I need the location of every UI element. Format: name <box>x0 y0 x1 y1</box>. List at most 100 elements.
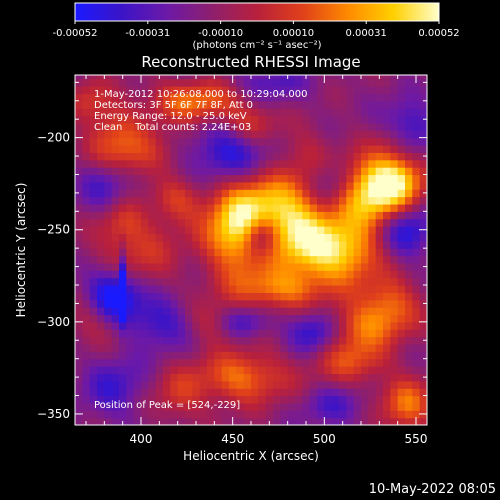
heatmap-cell <box>111 395 120 404</box>
heatmap-cell <box>199 115 208 124</box>
heatmap-cell <box>383 174 391 183</box>
heatmap-cell <box>368 86 377 95</box>
heatmap-cell <box>419 240 427 249</box>
heatmap-cell <box>258 358 267 367</box>
heatmap-cell <box>177 358 186 367</box>
heatmap-cell <box>258 321 267 330</box>
heatmap-cell <box>265 159 274 168</box>
heatmap-cell <box>383 196 391 205</box>
heatmap-cell <box>375 78 384 87</box>
heatmap-cell <box>163 152 171 161</box>
heatmap-cell <box>207 93 215 102</box>
heatmap-cell <box>383 115 391 124</box>
heatmap-cell <box>75 159 83 168</box>
heatmap-cell <box>243 211 252 220</box>
heatmap-cell <box>126 321 135 330</box>
heatmap-cell <box>163 122 171 131</box>
heatmap-cell <box>368 248 377 257</box>
heatmap-cell <box>397 277 406 286</box>
heatmap-cell <box>192 285 201 293</box>
x-tick-label: 550 <box>405 432 428 446</box>
heatmap-cell <box>207 218 215 227</box>
heatmap-cell <box>155 100 164 109</box>
heatmap-cell <box>221 78 230 87</box>
heatmap-cell <box>368 351 377 360</box>
heatmap-cell <box>177 78 186 87</box>
heatmap-cell <box>119 100 127 109</box>
heatmap-cell <box>390 226 399 235</box>
heatmap-cell <box>199 218 208 227</box>
heatmap-cell <box>185 292 193 301</box>
heatmap-cell <box>412 395 421 404</box>
heatmap-cell <box>302 402 311 411</box>
heatmap-cell <box>397 402 406 411</box>
heatmap-cell <box>104 226 113 235</box>
heatmap-cell <box>155 255 164 264</box>
heatmap-cell <box>324 75 333 80</box>
heatmap-cell <box>287 248 296 257</box>
heatmap-cell <box>302 366 311 375</box>
heatmap-cell <box>207 388 215 397</box>
colorbar-tick-label: -0.00031 <box>125 28 170 39</box>
heatmap-cell <box>229 115 237 124</box>
heatmap-cell <box>243 130 252 139</box>
heatmap-cell <box>405 373 413 382</box>
heatmap-cell <box>141 167 149 176</box>
heatmap-cell <box>265 388 274 397</box>
heatmap-cell <box>405 277 413 286</box>
heatmap-cell <box>309 137 318 146</box>
heatmap-cell <box>353 108 362 117</box>
heatmap-cell <box>126 196 135 205</box>
heatmap-cell <box>207 196 215 205</box>
heatmap-cell <box>331 410 340 419</box>
heatmap-cell <box>390 395 399 404</box>
heatmap-cell <box>148 93 157 102</box>
heatmap-cell <box>133 351 142 360</box>
heatmap-cell <box>214 174 223 183</box>
heatmap-cell <box>89 351 98 360</box>
heatmap-cell <box>133 145 142 153</box>
heatmap-cell <box>309 181 318 190</box>
heatmap-cell <box>383 285 391 293</box>
heatmap-cell <box>82 130 91 139</box>
heatmap-cell <box>155 262 164 271</box>
heatmap-cell <box>397 226 406 235</box>
heatmap-cell <box>265 226 274 235</box>
heatmap-cell <box>339 351 347 360</box>
heatmap-cell <box>309 402 318 411</box>
heatmap-cell <box>221 152 230 161</box>
heatmap-cell <box>229 86 237 95</box>
heatmap-cell <box>295 174 303 183</box>
heatmap-cell <box>236 255 245 264</box>
heatmap-cell <box>324 203 333 212</box>
heatmap-cell <box>199 321 208 330</box>
heatmap-cell <box>199 373 208 382</box>
heatmap-cell <box>412 137 421 146</box>
heatmap-cell <box>229 395 237 404</box>
heatmap-cell <box>287 277 296 286</box>
heatmap-cell <box>177 100 186 109</box>
heatmap-cell <box>229 270 237 279</box>
heatmap-cell <box>177 86 186 95</box>
heatmap-cell <box>214 159 223 168</box>
heatmap-cell <box>126 358 135 367</box>
heatmap-cell <box>346 203 355 212</box>
heatmap-cell <box>353 115 362 124</box>
heatmap-cell <box>265 343 274 352</box>
heatmap-cell <box>265 321 274 330</box>
heatmap-cell <box>104 321 113 330</box>
heatmap-cell <box>397 314 406 323</box>
heatmap-cell <box>361 218 369 227</box>
heatmap-cell <box>331 255 340 264</box>
heatmap-cell <box>111 78 120 87</box>
heatmap-cell <box>309 115 318 124</box>
heatmap-cell <box>199 388 208 397</box>
heatmap-cell <box>75 366 83 375</box>
heatmap-cell <box>104 351 113 360</box>
heatmap-cell <box>192 196 201 205</box>
heatmap-cell <box>207 174 215 183</box>
heatmap-cell <box>397 240 406 249</box>
heatmap-cell <box>287 75 296 80</box>
heatmap-cell <box>419 321 427 330</box>
heatmap-cell <box>361 248 369 257</box>
